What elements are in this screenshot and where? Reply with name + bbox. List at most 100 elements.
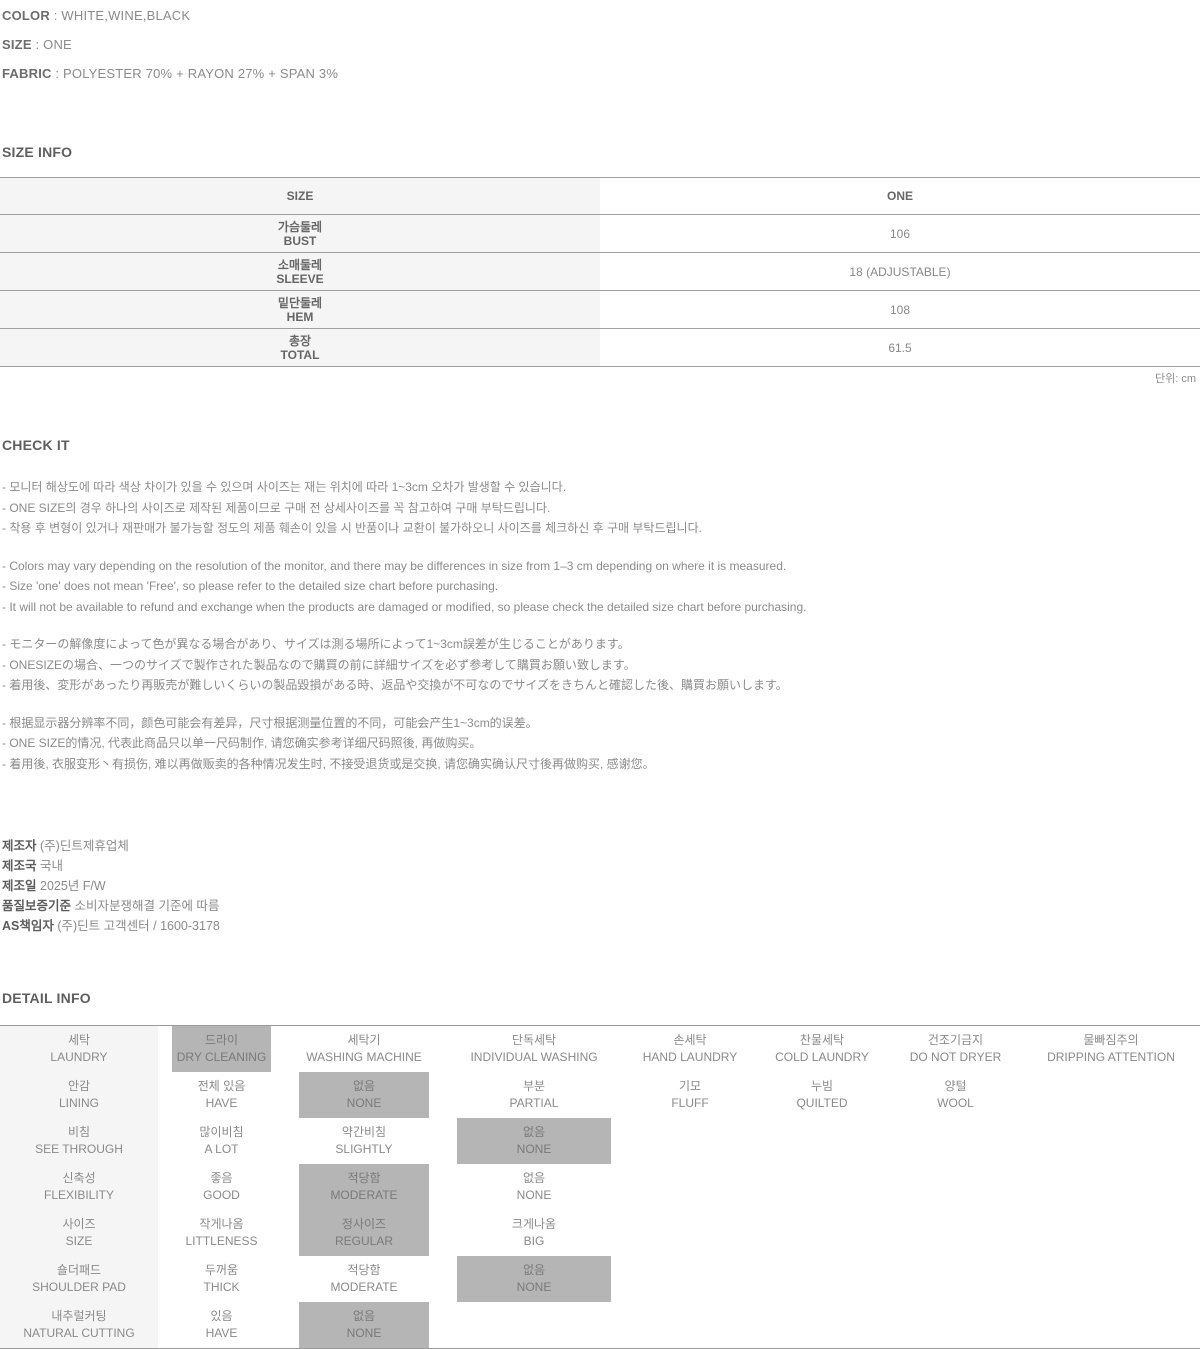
detail-cell-option: 부분 PARTIAL (457, 1072, 611, 1118)
spec-row: SIZE : ONE (2, 30, 1200, 59)
size-info-heading: SIZE INFO (2, 144, 73, 160)
detail-cell-kr: 약간비침 (341, 1125, 387, 1139)
detail-cell (625, 1118, 755, 1164)
detail-cell-en: FLUFF (671, 1096, 709, 1110)
detail-cell: 적당함 MODERATE (285, 1164, 443, 1210)
detail-cell-en: REGULAR (334, 1234, 393, 1248)
detail-cell-kr: 기모 (678, 1079, 702, 1093)
detail-cell (625, 1210, 755, 1256)
detail-cell-kr: 숄더패드 (56, 1263, 102, 1277)
detail-row-label-cell: 숄더패드 SHOULDER PAD (0, 1256, 158, 1302)
detail-cell-en: DRY CLEANING (176, 1050, 267, 1064)
detail-cell: 작게나옴 LITTLENESS (158, 1210, 285, 1256)
detail-cell-kr: 세탁 (67, 1033, 91, 1047)
spec-label: COLOR (2, 8, 50, 23)
manufacturer-info-value: 국내 (36, 859, 63, 873)
detail-table-row: 내추럴커팅 NATURAL CUTTING 있음 HAVE 없음 NONE (0, 1302, 1200, 1348)
manufacturer-info-value: 소비자분쟁해결 기준에 따름 (71, 899, 220, 913)
manufacturer-info: 제조자 (주)딘트제휴업체 제조국 국내 제조일 2025년 F/W 품질보증기준 소… (0, 836, 1200, 936)
check-note-line: - ONE SIZE的情况, 代表此商品只以单一尺码制作, 请您确实参考详细尺码… (2, 736, 482, 750)
detail-cell-option: 전체 있음 HAVE (172, 1072, 271, 1118)
detail-cell-kr: 신축성 (62, 1171, 96, 1185)
detail-cell (889, 1210, 1022, 1256)
detail-cell-option: 두꺼움 THICK (172, 1256, 271, 1302)
size-row-label: 총장 TOTAL (0, 329, 600, 366)
detail-cell: 많이비침 A LOT (158, 1118, 285, 1164)
detail-cell-kr: 없음 (522, 1125, 546, 1139)
detail-cell-en: HAVE (205, 1096, 238, 1110)
check-note-line: - 모니터 해상도에 따라 색상 차이가 있을 수 있으며 사이즈는 재는 위치… (2, 480, 567, 494)
detail-cell-en: WASHING MACHINE (306, 1050, 422, 1064)
detail-cell-kr: 양털 (944, 1079, 967, 1093)
detail-info-table: 세탁 LAUNDRY 드라이 DRY CLEANING 세탁기 WASHING MACHI… (0, 1025, 1200, 1349)
detail-cell-en: GOOD (203, 1188, 240, 1202)
detail-cell: 두꺼움 THICK (158, 1256, 285, 1302)
detail-cell-en: A LOT (204, 1142, 239, 1156)
detail-cell-option: 손세탁 HAND LAUNDRY (639, 1026, 741, 1072)
detail-cell (889, 1164, 1022, 1210)
manufacturer-info-value: 2025년 F/W (36, 879, 106, 893)
manufacturer-info-label: 제조국 (2, 859, 37, 873)
detail-cell: 없음 NONE (443, 1256, 625, 1302)
detail-cell-kr: 정사이즈 (341, 1217, 387, 1231)
detail-cell (1022, 1072, 1200, 1118)
detail-cell (755, 1302, 889, 1348)
detail-cell: 드라이 DRY CLEANING (158, 1026, 285, 1072)
detail-cell-kr: 안감 (67, 1079, 91, 1093)
manufacturer-info-label: 제조자 (2, 839, 37, 853)
detail-cell-kr: 없음 (352, 1079, 376, 1093)
check-note-line: - 着用後, 衣服变形丶有损伤, 难以再做贩卖的各种情况发生时, 不接受退货或是… (2, 756, 655, 771)
detail-cell-option: 비침 SEE THROUGH (0, 1118, 158, 1164)
detail-cell-option: 있음 HAVE (172, 1302, 271, 1348)
detail-cell-option: 좋음 GOOD (172, 1164, 271, 1210)
detail-cell-kr: 손세탁 (673, 1033, 707, 1047)
detail-row-label-cell: 안감 LINING (0, 1072, 158, 1118)
size-table: SIZE ONE 가슴둘레 BUST 106 소매둘레 SLEEVE 18 (ADJUST… (0, 177, 1200, 367)
detail-cell-selected: 드라이 DRY CLEANING (172, 1026, 271, 1072)
detail-row-label-cell: 사이즈 SIZE (0, 1210, 158, 1256)
detail-cell-en: SHOULDER PAD (32, 1280, 126, 1294)
detail-cell-option: 숄더패드 SHOULDER PAD (0, 1256, 158, 1302)
spec-label: SIZE (2, 37, 32, 52)
detail-cell-en: INDIVIDUAL WASHING (470, 1050, 598, 1064)
detail-cell: 없음 NONE (285, 1302, 443, 1348)
detail-cell: 물빠짐주의 DRIPPING ATTENTION (1022, 1026, 1200, 1072)
detail-cell: 단독세탁 INDIVIDUAL WASHING (443, 1026, 625, 1072)
check-note-line: - Colors may vary depending on the resol… (2, 558, 787, 573)
detail-cell-option: 양털 WOOL (903, 1072, 1008, 1118)
detail-cell-option: 사이즈 SIZE (0, 1210, 158, 1256)
detail-cell-option: 세탁기 WASHING MACHINE (299, 1026, 429, 1072)
detail-row-label-cell: 세탁 LAUNDRY (0, 1026, 158, 1072)
detail-cell-option: 기모 FLUFF (639, 1072, 741, 1118)
size-table-row: 밑단둘레 HEM 108 (0, 291, 1200, 329)
detail-cell-en: SEE THROUGH (35, 1142, 123, 1156)
manufacturer-info-value: (주)딘트제휴업체 (36, 839, 129, 853)
check-it-notes: - 모니터 해상도에 따라 색상 차이가 있을 수 있으며 사이즈는 재는 위치… (0, 477, 1200, 774)
size-row-label-kr: 가슴둘레 (277, 219, 323, 234)
detail-cell (1022, 1164, 1200, 1210)
detail-cell-kr: 찬물세탁 (799, 1033, 845, 1047)
detail-cell-selected: 없음 NONE (457, 1118, 611, 1164)
detail-cell (755, 1210, 889, 1256)
manufacturer-info-row: 제조일 2025년 F/W (2, 876, 1200, 896)
detail-cell-option: 안감 LINING (0, 1072, 158, 1118)
detail-cell: 누빔 QUILTED (755, 1072, 889, 1118)
detail-cell-en: BIG (523, 1234, 545, 1248)
detail-cell-kr: 세탁기 (347, 1033, 381, 1047)
size-row-label-en: HEM (286, 309, 314, 324)
detail-cell-kr: 드라이 (204, 1033, 239, 1047)
detail-cell-kr: 작게나옴 (199, 1217, 244, 1231)
unit-note: 단위: cm (1154, 373, 1196, 385)
size-table-row: 총장 TOTAL 61.5 (0, 329, 1200, 367)
detail-cell: 건조기금지 DO NOT DRYER (889, 1026, 1022, 1072)
detail-cell-option: 건조기금지 DO NOT DRYER (903, 1026, 1008, 1072)
detail-cell-selected: 없음 NONE (299, 1072, 429, 1118)
detail-cell (889, 1256, 1022, 1302)
detail-cell-kr: 많이비침 (199, 1125, 244, 1139)
detail-cell-option: 세탁 LAUNDRY (0, 1026, 158, 1072)
detail-cell-selected: 없음 NONE (457, 1256, 611, 1302)
manufacturer-info-label: 제조일 (2, 879, 37, 893)
detail-cell-en: NATURAL CUTTING (23, 1326, 135, 1340)
detail-cell-en: NONE (346, 1326, 382, 1340)
detail-cell (625, 1302, 755, 1348)
